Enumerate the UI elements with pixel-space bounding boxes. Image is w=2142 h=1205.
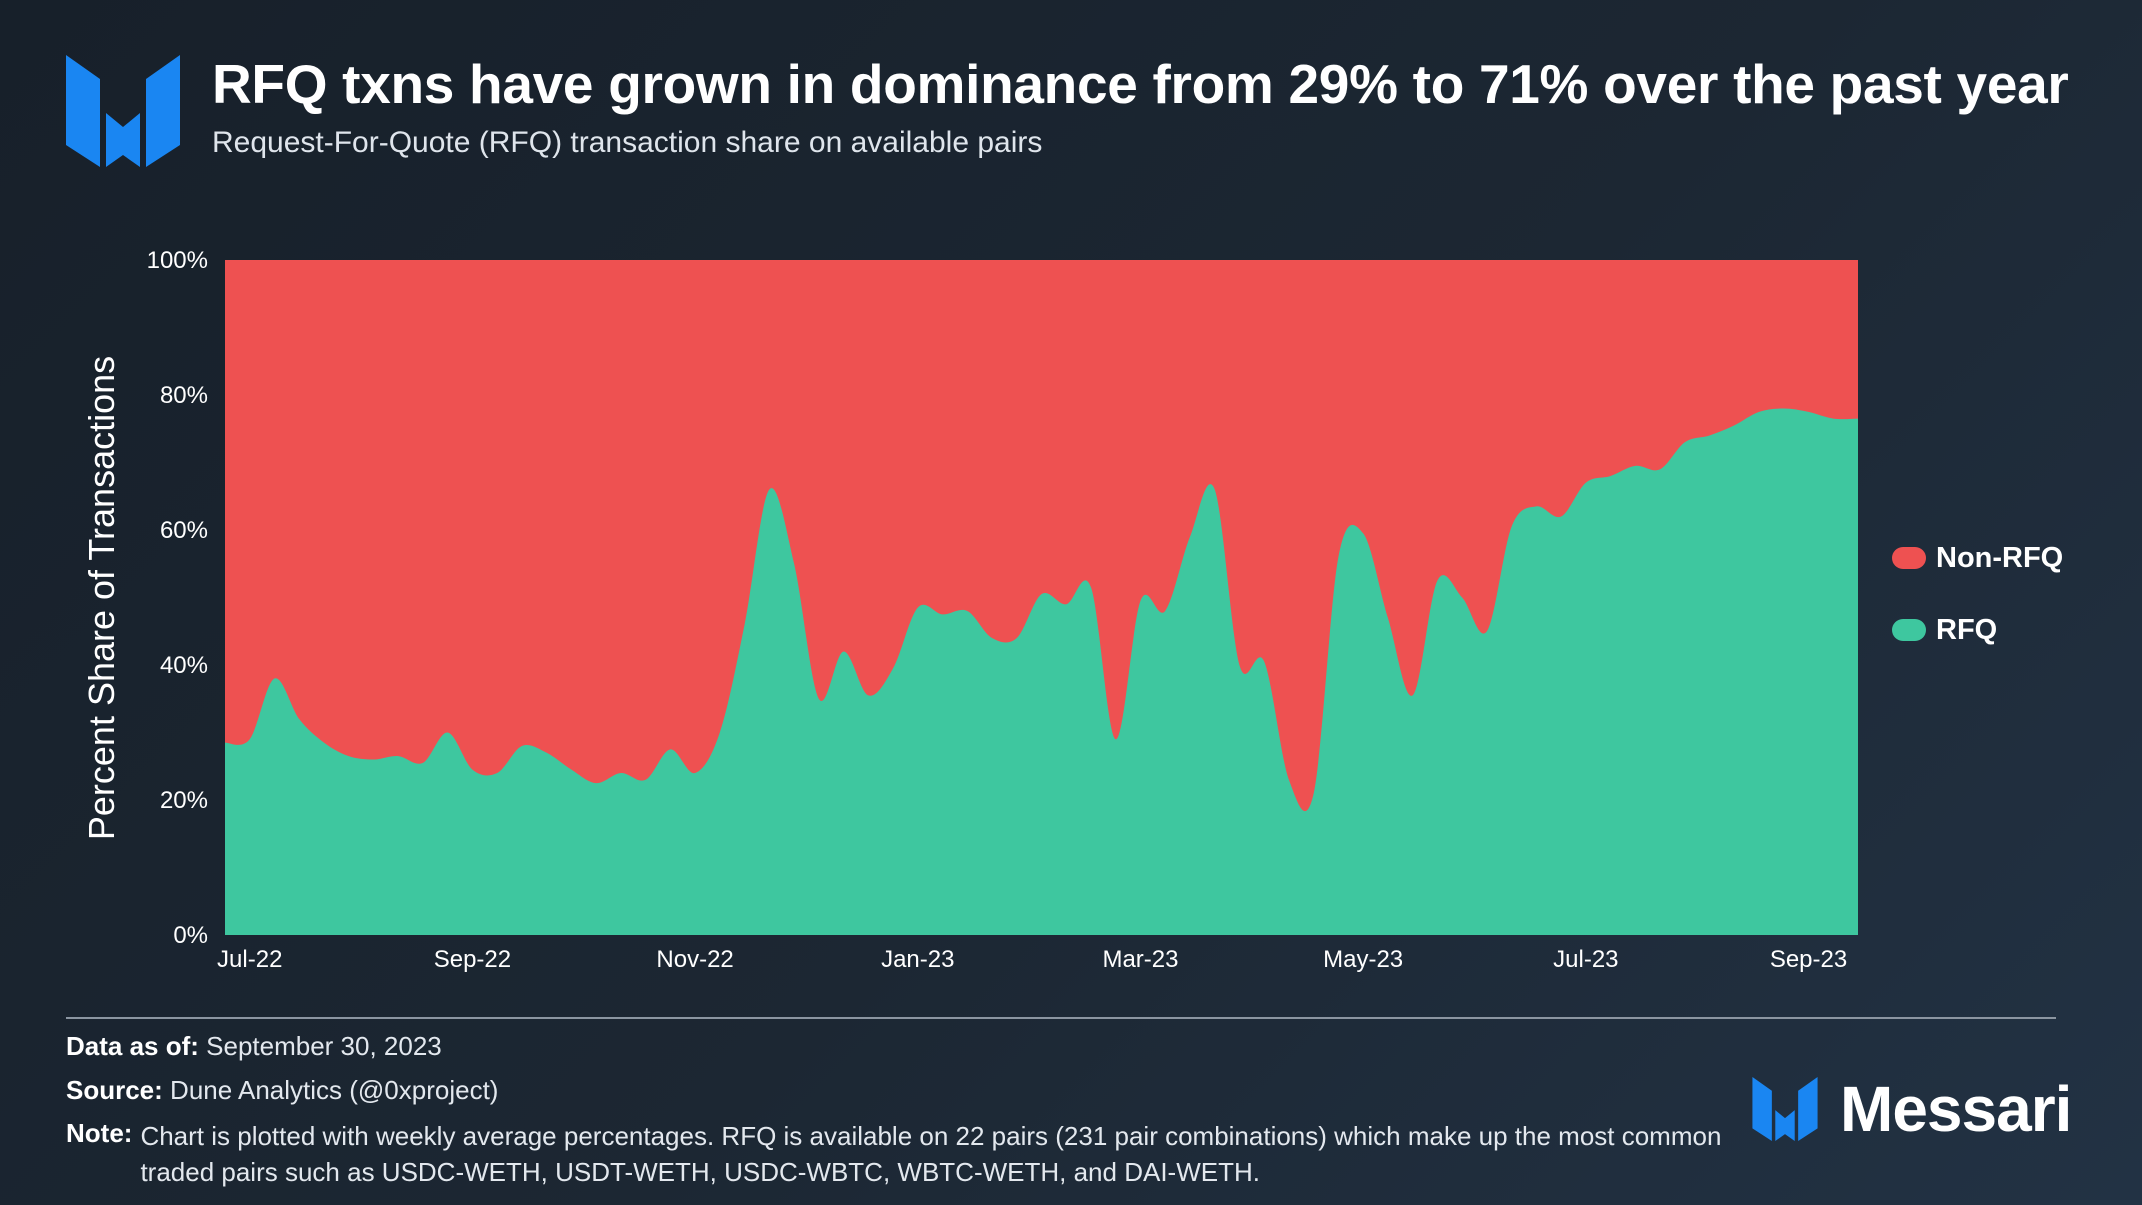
chart-subtitle: Request-For-Quote (RFQ) transaction shar… bbox=[212, 126, 1043, 159]
legend-label-rfq: RFQ bbox=[1936, 613, 1998, 646]
x-tick-label: Jan-23 bbox=[881, 946, 954, 973]
legend-item-rfq: RFQ bbox=[1892, 612, 2063, 648]
brand-name: Messari bbox=[1840, 1073, 2072, 1145]
source-label: Source: bbox=[66, 1075, 163, 1105]
x-tick-label: Mar-23 bbox=[1102, 946, 1178, 973]
legend-swatch-non-rfq bbox=[1892, 547, 1926, 569]
chart-legend: Non-RFQ RFQ bbox=[1892, 540, 2063, 684]
brand: Messari bbox=[1752, 1072, 2072, 1146]
legend-item-non-rfq: Non-RFQ bbox=[1892, 540, 2063, 576]
plot-areas bbox=[225, 260, 1858, 935]
source: Source: Dune Analytics (@0xproject) bbox=[66, 1075, 498, 1106]
data-as-of-label: Data as of: bbox=[66, 1031, 199, 1061]
legend-swatch-rfq bbox=[1892, 619, 1926, 641]
y-tick-label: 0% bbox=[173, 922, 208, 949]
y-tick-label: 60% bbox=[160, 517, 208, 544]
y-tick-label: 80% bbox=[160, 382, 208, 409]
y-tick-label: 40% bbox=[160, 652, 208, 679]
y-axis-ticks: 0% 20% 40% 60% 80% 100% bbox=[147, 247, 208, 949]
x-tick-label: Jul-22 bbox=[217, 946, 282, 973]
messari-brand-icon bbox=[1752, 1077, 1818, 1141]
source-value: Dune Analytics (@0xproject) bbox=[170, 1075, 499, 1105]
x-tick-label: May-23 bbox=[1323, 946, 1403, 973]
messari-logo-icon bbox=[66, 55, 180, 167]
y-tick-label: 100% bbox=[147, 247, 208, 274]
x-tick-label: Nov-22 bbox=[656, 946, 733, 973]
note-label: Note: bbox=[66, 1118, 133, 1148]
x-axis-ticks: Jul-22 Sep-22 Nov-22 Jan-23 Mar-23 May-23 Jul-… bbox=[217, 946, 1847, 973]
x-tick-label: Sep-23 bbox=[1770, 946, 1847, 973]
note: Note: Chart is plotted with weekly avera… bbox=[66, 1118, 1740, 1190]
note-value: Chart is plotted with weekly average per… bbox=[140, 1121, 1722, 1187]
y-tick-label: 20% bbox=[160, 787, 208, 814]
x-tick-label: Jul-23 bbox=[1553, 946, 1618, 973]
stacked-area-chart: 0% 20% 40% 60% 80% 100% Jul-22 Sep-22 Nov-22 Jan… bbox=[81, 247, 1858, 973]
y-axis-label: Percent Share of Transactions bbox=[81, 356, 122, 840]
x-tick-label: Sep-22 bbox=[434, 946, 511, 973]
legend-label-non-rfq: Non-RFQ bbox=[1936, 541, 2064, 574]
data-as-of: Data as of: September 30, 2023 bbox=[66, 1031, 442, 1062]
chart-title: RFQ txns have grown in dominance from 29… bbox=[212, 53, 2069, 115]
area-rfq bbox=[225, 408, 1858, 935]
footer-divider bbox=[66, 1017, 2056, 1019]
data-as-of-value: September 30, 2023 bbox=[206, 1031, 442, 1061]
